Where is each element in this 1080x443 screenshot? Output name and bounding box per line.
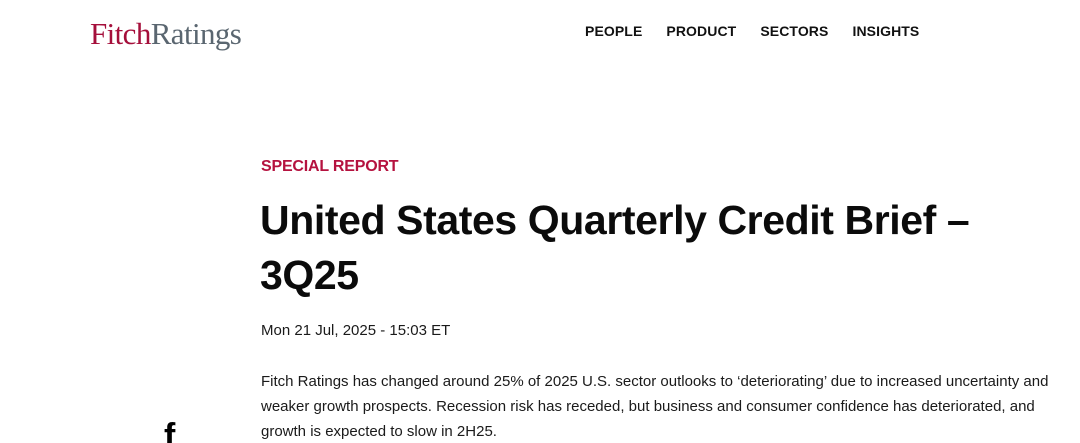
article-title: United States Quarterly Credit Brief – 3…: [260, 197, 970, 298]
facebook-icon[interactable]: f: [164, 417, 176, 443]
nav-item-insights[interactable]: INSIGHTS: [852, 23, 920, 39]
nav-item-product[interactable]: PRODUCT: [666, 23, 737, 39]
publish-date: Mon 21 Jul, 2025 - 15:03 ET: [261, 322, 451, 339]
article-summary: Fitch Ratings has changed around 25% of …: [261, 373, 1049, 440]
report-type-label: SPECIAL REPORT: [261, 158, 399, 175]
nav-item-people[interactable]: PEOPLE: [585, 23, 643, 39]
logo-part-ratings: Ratings: [150, 16, 242, 51]
main-nav: PEOPLE PRODUCT SECTORS INSIGHTS: [585, 21, 919, 41]
logo-part-fitch: Fitch: [90, 16, 151, 51]
nav-item-sectors[interactable]: SECTORS: [760, 23, 829, 39]
fitch-ratings-logo[interactable]: FitchRatings: [90, 14, 242, 54]
